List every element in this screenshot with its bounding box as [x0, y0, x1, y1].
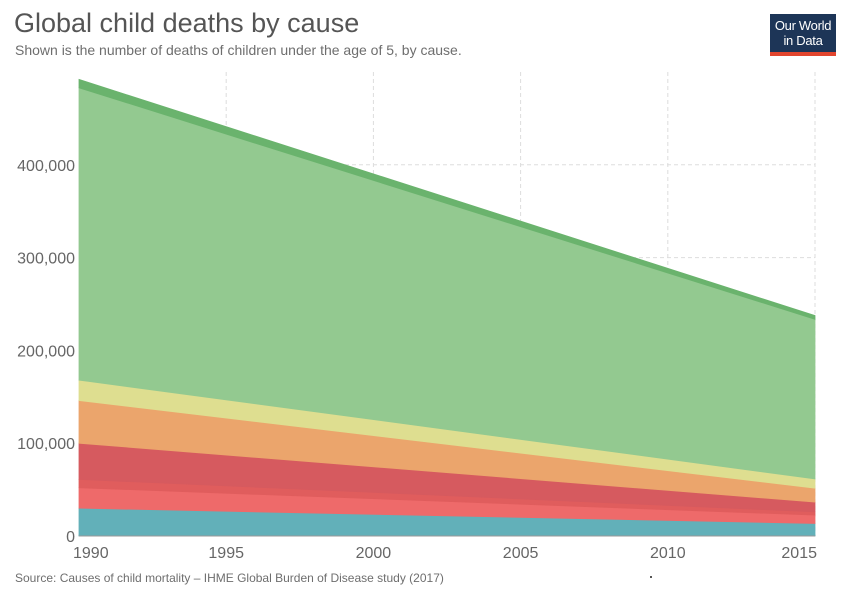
axis-layer: 0 100,000 200,000 300,000 400,000 1990 1995 200…	[17, 158, 817, 562]
x-tick-label: 2010	[650, 545, 686, 562]
y-tick-label: 300,000	[17, 251, 75, 268]
our-world-in-data-logo[interactable]: Our World in Data	[770, 14, 836, 56]
x-tick-label: 2005	[503, 545, 539, 562]
decorative-dot	[650, 576, 652, 578]
logo-line-2: in Data	[783, 33, 823, 48]
area-layer	[78, 78, 816, 537]
y-tick-label: 100,000	[17, 436, 75, 453]
x-tick-label: 2015	[781, 545, 817, 562]
x-tick-label: 2000	[356, 545, 392, 562]
x-tick-label: 1990	[73, 545, 109, 562]
logo-line-1: Our World	[774, 18, 832, 33]
y-tick-label: 400,000	[17, 158, 75, 175]
chart-subtitle: Shown is the number of deaths of childre…	[15, 42, 462, 58]
area-series-9	[78, 78, 816, 320]
chart-title: Global child deaths by cause	[14, 8, 360, 38]
y-tick-label: 200,000	[17, 343, 75, 360]
y-tick-label: 0	[66, 529, 75, 546]
x-tick-label: 1995	[208, 545, 244, 562]
source-note: Source: Causes of child mortality – IHME…	[15, 571, 444, 585]
